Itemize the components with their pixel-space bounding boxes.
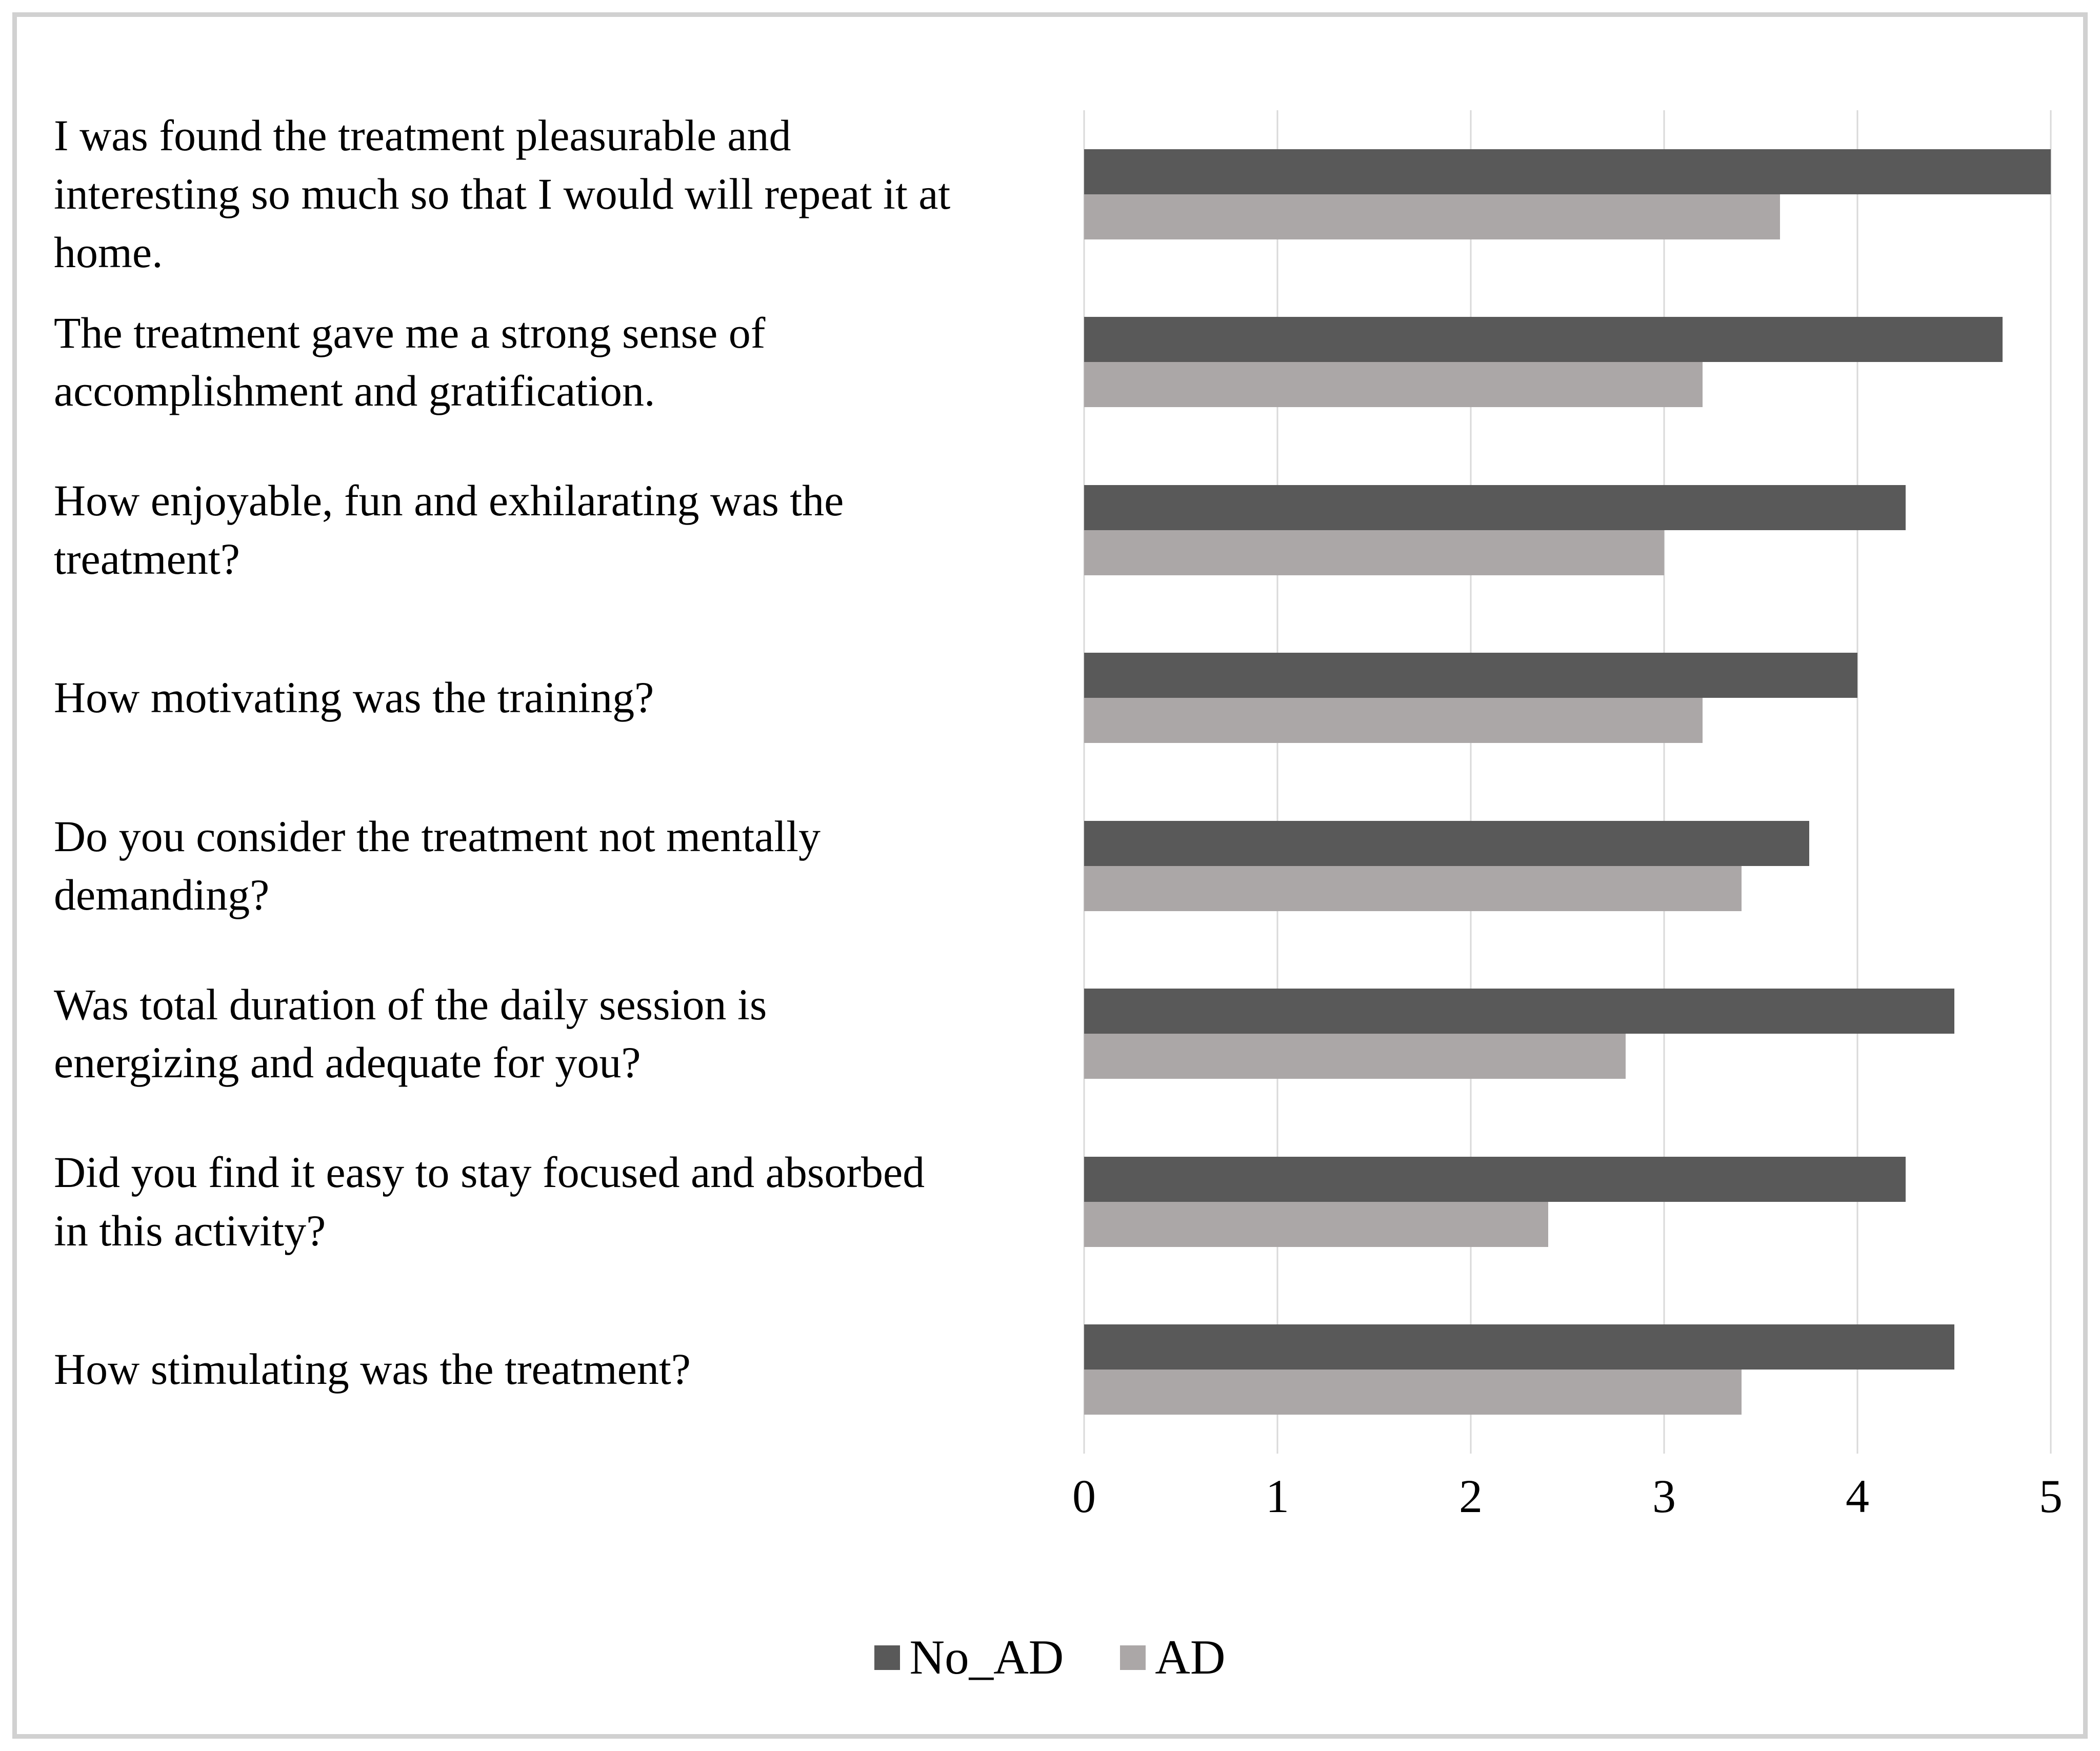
- bar-ad-q1: [1084, 194, 1781, 239]
- gridline-x-4: [1856, 110, 1858, 1454]
- category-labels-column: I was found the treatment pleasurable an…: [54, 110, 1059, 1454]
- bar-ad-q6: [1084, 1034, 1626, 1079]
- bar-no_ad-q2: [1084, 317, 2003, 363]
- x-tick-label-2: 2: [1459, 1470, 1483, 1522]
- legend: No_AD AD: [0, 1633, 2100, 1682]
- bar-row: [1084, 446, 2051, 614]
- category-label-q5: Do you consider the treatment not mental…: [54, 812, 821, 919]
- legend-entry-no_ad: No_AD: [874, 1633, 1064, 1682]
- gridline-x-1: [1276, 110, 1278, 1454]
- bar-no_ad-q5: [1084, 820, 1809, 866]
- bar-no_ad-q7: [1084, 1156, 1906, 1202]
- bar-ad-q3: [1084, 530, 1664, 575]
- category-label-q1: I was found the treatment pleasurable an…: [54, 111, 951, 277]
- bar-row: [1084, 1286, 2051, 1454]
- x-tick-label-1: 1: [1266, 1470, 1289, 1522]
- bar-no_ad-q3: [1084, 485, 1906, 530]
- bar-row: [1084, 782, 2051, 950]
- gridline-x-5: [2050, 110, 2052, 1454]
- legend-entry-ad: AD: [1120, 1630, 1226, 1684]
- legend-swatch-no_ad: [874, 1645, 901, 1670]
- plot-area: [1083, 110, 2052, 1454]
- x-tick-label-5: 5: [2039, 1470, 2063, 1522]
- bar-no_ad-q4: [1084, 653, 1857, 698]
- legend-label-ad: AD: [1155, 1630, 1226, 1684]
- bar-row: [1084, 278, 2051, 447]
- bar-ad-q4: [1084, 698, 1703, 743]
- x-tick-label-0: 0: [1072, 1470, 1096, 1522]
- category-label-q2: The treatment gave me a strong sense of …: [54, 308, 766, 416]
- category-label-q7: Did you find it easy to stay focused and…: [54, 1148, 925, 1255]
- gridline-x-0: [1083, 110, 1085, 1454]
- legend-label-no_ad: No_AD: [909, 1630, 1064, 1684]
- gridline-x-3: [1663, 110, 1665, 1454]
- bar-ad-q8: [1084, 1370, 1742, 1415]
- bar-row: [1084, 110, 2051, 278]
- bar-no_ad-q6: [1084, 989, 1954, 1034]
- gridline-x-2: [1470, 110, 1472, 1454]
- bar-ad-q7: [1084, 1201, 1548, 1247]
- legend-swatch-ad: [1120, 1645, 1146, 1670]
- bar-row: [1084, 1118, 2051, 1286]
- category-label-q8: How stimulating was the treatment?: [54, 1344, 691, 1394]
- bar-no_ad-q8: [1084, 1324, 1954, 1370]
- bar-row: [1084, 950, 2051, 1118]
- x-tick-label-3: 3: [1652, 1470, 1676, 1522]
- bar-ad-q5: [1084, 866, 1742, 911]
- category-label-q6: Was total duration of the daily session …: [54, 979, 767, 1088]
- category-label-q3: How enjoyable, fun and exhilarating was …: [54, 476, 844, 583]
- category-label-q4: How motivating was the training?: [54, 673, 654, 722]
- bar-row: [1084, 614, 2051, 782]
- bar-no_ad-q1: [1084, 149, 2051, 194]
- bar-ad-q2: [1084, 362, 1703, 408]
- x-tick-label-4: 4: [1846, 1470, 1869, 1522]
